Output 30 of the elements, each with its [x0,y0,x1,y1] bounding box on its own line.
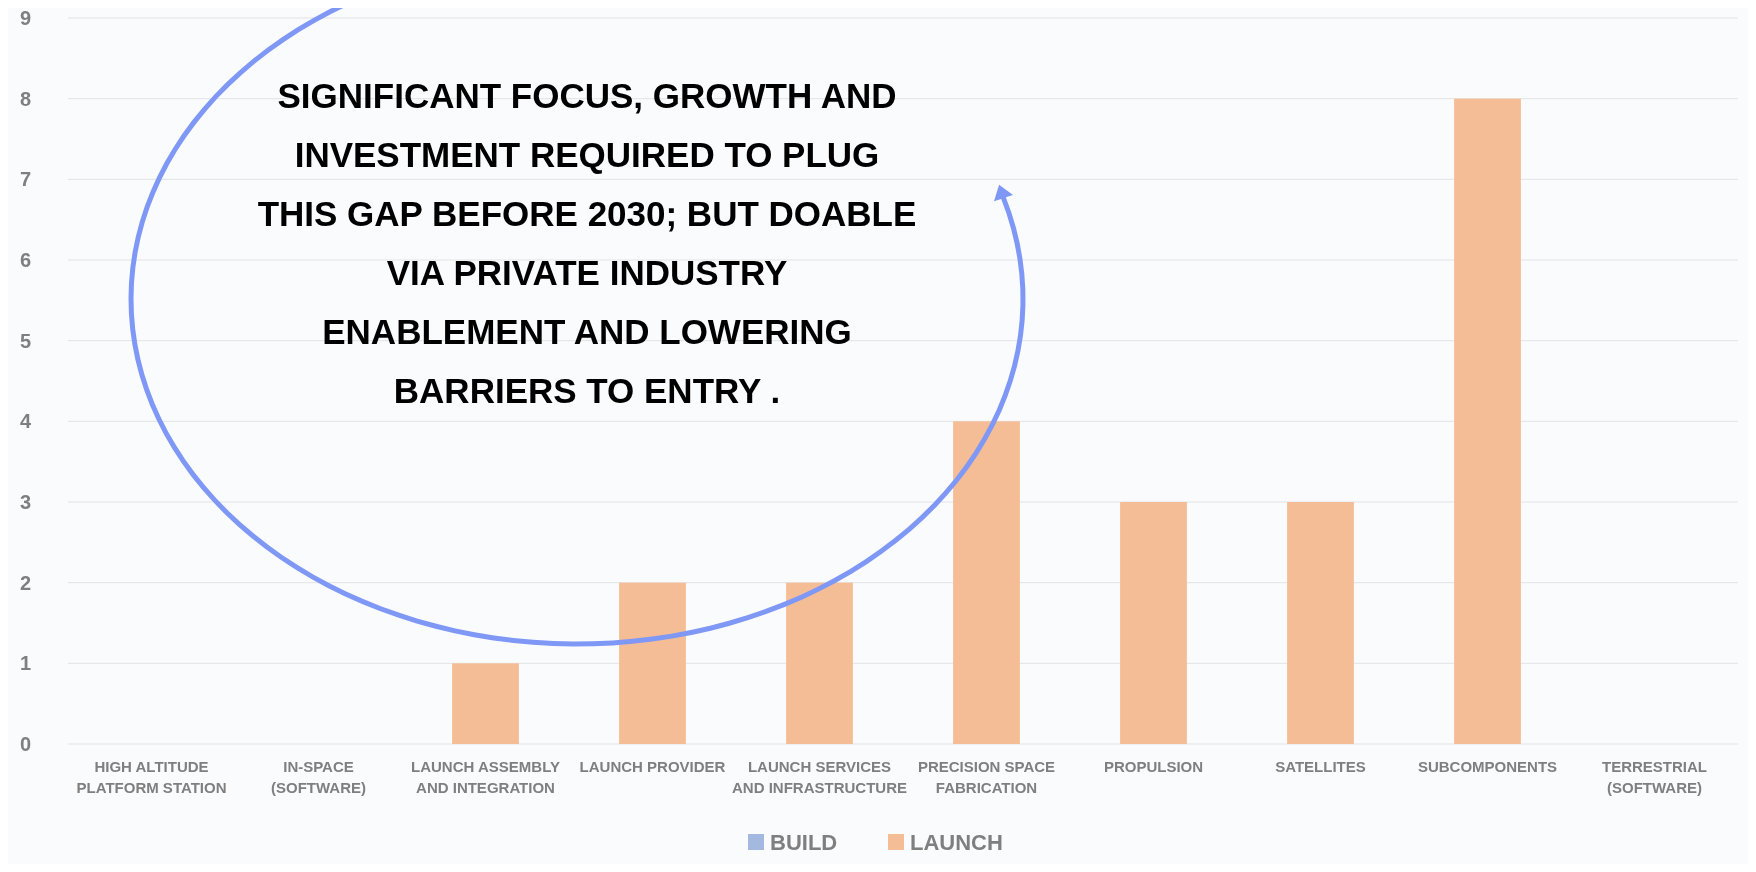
y-tick-label: 4 [20,410,32,433]
x-tick-label: LAUNCH PROVIDER [579,758,726,775]
bar [953,421,1020,744]
y-tick-label: 1 [20,652,32,675]
x-tick-label: LAUNCH ASSEMBLY AND INTEGRATION [411,758,560,796]
bar [1120,502,1187,744]
y-tick-label: 3 [20,491,32,513]
x-tick-label: PROPULSION [1103,758,1204,775]
y-tick-label: 5 [20,329,32,352]
x-tick-label: IN-SPACE (SOFTWARE) [271,758,366,796]
bar [786,582,853,744]
bar [1454,98,1521,744]
y-tick-label: 6 [20,249,32,271]
x-tick-label: TERRESTRIAL (SOFTWARE) [1602,758,1707,796]
bar [619,582,686,744]
annotation: SIGNIFICANT FOCUS, GROWTH AND INVESTMENT REQUIRED TO PLUG THIS GAP BEFORE 2030; BUT DOABLE VIA PRIVATE INDUSTRY ENABLEMENT AND LOWERING BARRIERS TO ENTRY . [257,76,917,410]
x-tick-label: SUBCOMPONENTS [1417,758,1558,775]
y-tick-label: 0 [20,733,32,755]
x-tick-label: SATELLITES [1275,758,1366,775]
x-tick-label: LAUNCH SERVICES AND INFRASTRUCTURE [732,758,907,796]
bar [1287,502,1354,744]
y-tick-label: 2 [20,571,32,594]
y-tick-label: 7 [20,168,32,191]
legend-label: BUILD [770,830,838,855]
x-tick-label: HIGH ALTITUDE PLATFORM STATION [76,758,227,796]
y-tick-label: 8 [20,87,32,110]
x-tick-label: PRECISION SPACE FABRICATION [917,758,1056,796]
y-tick-label: 9 [20,7,32,29]
bar [452,663,519,744]
legend-label: LAUNCH [910,830,1003,855]
